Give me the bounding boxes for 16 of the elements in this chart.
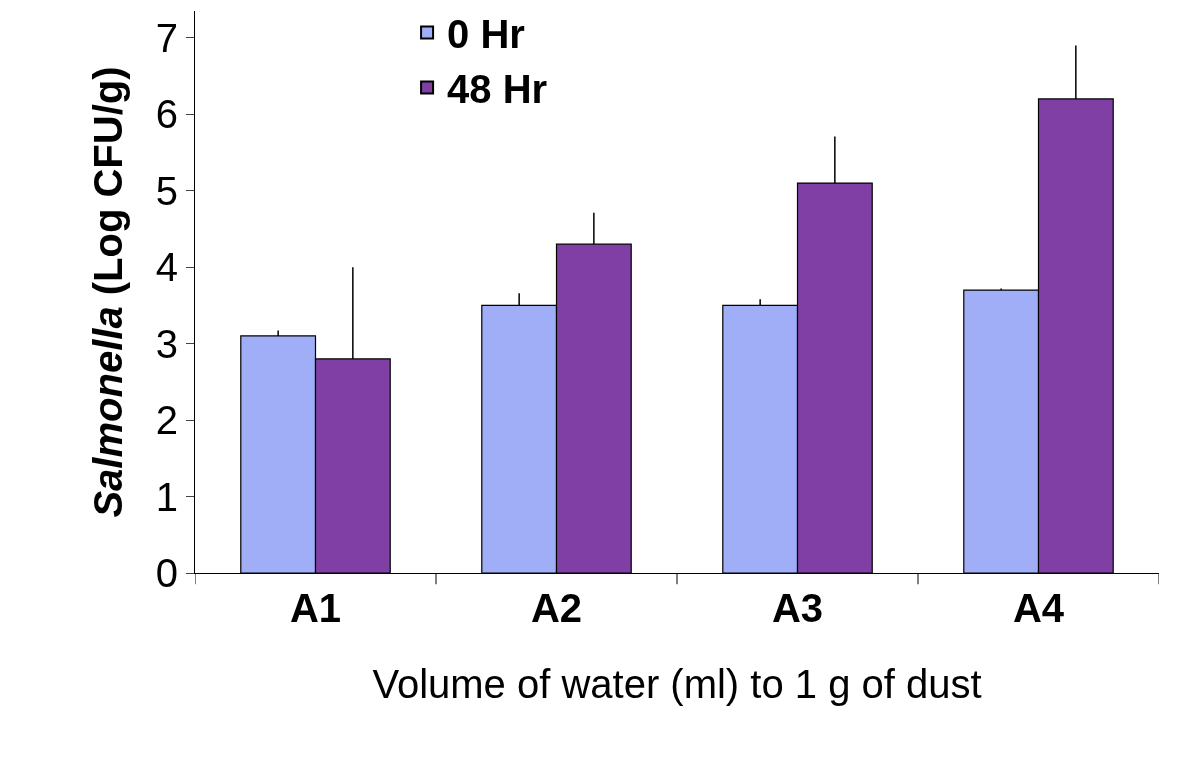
y-axis-title: Salmonella (Log CFU/g) [86, 66, 131, 518]
x-axis-title: Volume of water (ml) to 1 g of dust [372, 661, 982, 706]
x-tick-label: A4 [1012, 586, 1065, 630]
y-tick-label: 1 [155, 474, 178, 519]
legend-label: 48 Hr [447, 67, 548, 112]
y-tick-label: 5 [155, 168, 178, 213]
x-tick-label: A3 [771, 586, 824, 630]
y-tick-label: 7 [155, 15, 178, 60]
y-tick-label: 2 [155, 398, 178, 443]
y-tick-label: 4 [155, 245, 178, 290]
x-tick-label: A2 [530, 586, 583, 630]
y-tick-label: 3 [155, 321, 178, 366]
y-tick-label: 0 [155, 551, 178, 595]
x-tick-label: A1 [289, 586, 342, 630]
legend-label: 0 Hr [447, 12, 525, 57]
y-tick-label: 6 [155, 92, 178, 137]
